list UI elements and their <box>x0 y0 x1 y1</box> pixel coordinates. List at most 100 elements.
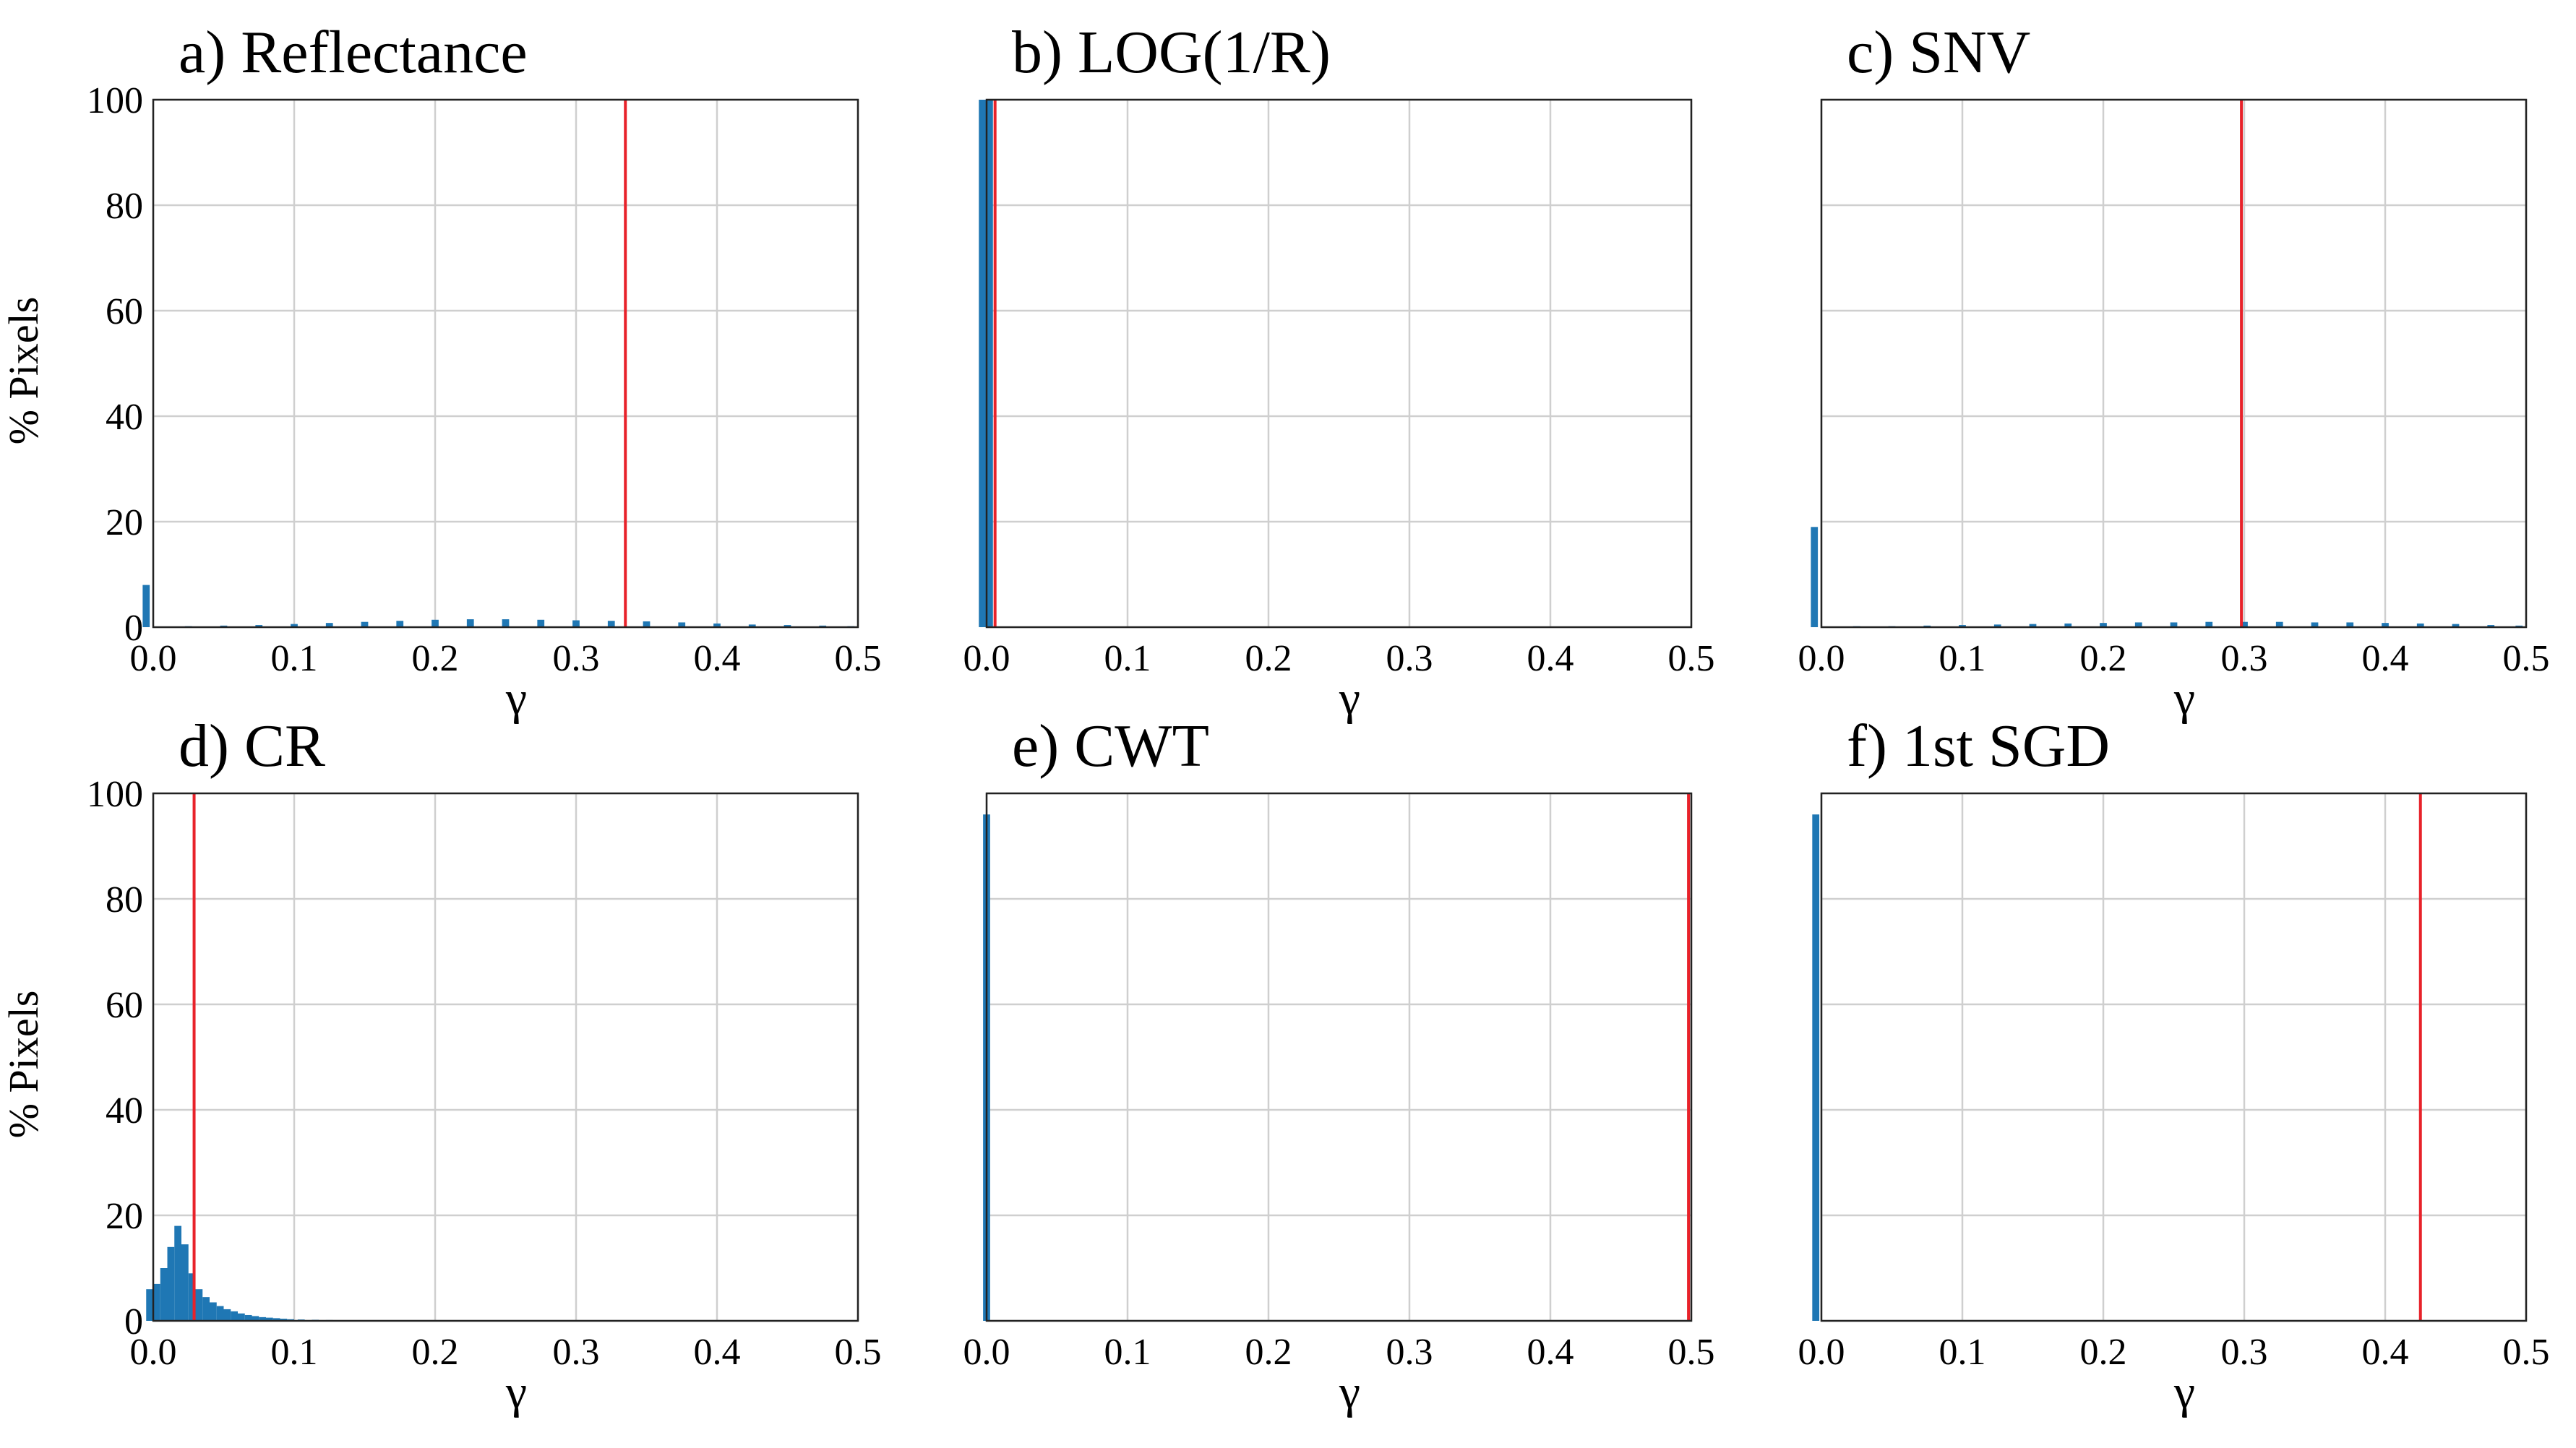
histogram-bar <box>2029 624 2037 627</box>
histogram-bar <box>153 1283 160 1321</box>
histogram-bar <box>1811 527 1819 627</box>
chart-panel-1: a) Reflectance 0.0 0.1 0.2 0.3 0.4 0.5 0 20 40 60 8… <box>0 19 882 725</box>
x-tick-label: 0.4 <box>1527 638 1574 679</box>
x-tick-label: 0.4 <box>2362 638 2409 679</box>
x-axis-label: γ <box>505 1366 527 1418</box>
x-tick-label: 0.3 <box>2221 1332 2268 1373</box>
y-tick-label: 20 <box>106 502 143 543</box>
y-tick-label: 100 <box>87 80 143 121</box>
y-tick-label: 40 <box>106 1090 143 1132</box>
plot-frame <box>1820 792 2528 1322</box>
histogram-bar <box>572 620 580 627</box>
y-tick-label: 40 <box>106 397 143 438</box>
histogram-bar <box>2311 622 2319 627</box>
y-tick-label: 60 <box>106 985 143 1026</box>
histogram-bar <box>231 1311 238 1321</box>
x-tick-label: 0.0 <box>963 1332 1010 1373</box>
histogram-bar <box>2241 621 2248 627</box>
histogram-bar <box>2382 623 2389 627</box>
x-tick-label: 0.0 <box>130 1332 177 1373</box>
histogram-bar <box>783 625 791 627</box>
x-tick-label: 0.5 <box>2503 1332 2550 1373</box>
x-tick-label: 0.0 <box>963 638 1010 679</box>
histogram-bar <box>325 623 333 627</box>
chart-title: b) LOG(1/R) <box>1012 19 1331 86</box>
histogram-bar <box>607 621 615 627</box>
x-tick-label: 0.1 <box>1939 1332 1986 1373</box>
x-axis-label: γ <box>505 672 527 725</box>
chart-panel-3: c) SNV 0.0 0.1 0.2 0.3 0.4 0.5 γ <box>1798 19 2550 725</box>
histogram-bar <box>2134 622 2142 627</box>
y-tick-label: 60 <box>106 291 143 332</box>
histogram-bar <box>713 623 721 627</box>
histogram-bar <box>361 621 369 627</box>
chart-panel-2: b) LOG(1/R) 0.0 0.1 0.2 0.3 0.4 0.5 γ <box>963 19 1715 725</box>
histogram-bar <box>280 1319 288 1321</box>
histogram-bar <box>266 1317 273 1321</box>
x-tick-label: 0.1 <box>271 638 318 679</box>
x-tick-label: 0.0 <box>1798 1332 1845 1373</box>
y-tick-label: 0 <box>124 1301 143 1343</box>
plot-frame <box>152 792 859 1322</box>
histogram-bar <box>210 1302 217 1321</box>
plot-frame <box>985 792 1693 1322</box>
plot-frame <box>985 98 1693 629</box>
histogram-bar <box>272 1318 280 1321</box>
histogram-bar <box>255 625 263 627</box>
histogram-bar <box>181 1244 189 1321</box>
x-tick-label: 0.5 <box>1668 1332 1715 1373</box>
x-tick-label: 0.1 <box>271 1332 318 1373</box>
plot-frame <box>1820 98 2528 629</box>
histogram-bar <box>986 100 993 627</box>
x-tick-label: 0.0 <box>1798 638 1845 679</box>
x-tick-label: 0.5 <box>2503 638 2550 679</box>
y-tick-label: 20 <box>106 1196 143 1237</box>
histogram-bar <box>678 622 686 627</box>
x-tick-label: 0.3 <box>553 638 600 679</box>
histogram-bar <box>643 621 651 627</box>
x-tick-label: 0.4 <box>2362 1332 2409 1373</box>
histogram-bar <box>979 100 987 627</box>
x-tick-label: 0.4 <box>1527 1332 1574 1373</box>
histogram-bar <box>396 621 404 627</box>
x-tick-label: 0.4 <box>694 1332 741 1373</box>
y-axis-label: % Pixels <box>0 991 47 1139</box>
y-tick-label: 0 <box>124 608 143 649</box>
histogram-bar <box>2487 625 2495 627</box>
x-tick-label: 0.2 <box>412 1332 459 1373</box>
x-tick-label: 0.1 <box>1104 1332 1151 1373</box>
histogram-bar <box>160 1268 168 1321</box>
chart-title: f) 1st SGD <box>1847 712 2110 780</box>
histogram-bar <box>146 1289 153 1321</box>
chart-panel-4: d) CR 0.0 0.1 0.2 0.3 0.4 0.5 0 20 40 60 80 100 γ % Pi… <box>0 712 882 1418</box>
x-axis-label: γ <box>1339 672 1360 725</box>
histogram-bar <box>2205 621 2213 627</box>
x-tick-label: 0.3 <box>1386 638 1433 679</box>
chart-panel-6: f) 1st SGD 0.0 0.1 0.2 0.3 0.4 0.5 γ <box>1798 712 2550 1418</box>
x-tick-label: 0.5 <box>835 638 882 679</box>
plot-frame <box>152 98 859 629</box>
histogram-bar <box>1993 624 2001 627</box>
x-tick-label: 0.2 <box>1245 638 1292 679</box>
x-tick-label: 0.5 <box>1668 638 1715 679</box>
histogram-bar <box>2170 622 2178 627</box>
histogram-bar <box>188 1273 196 1321</box>
y-tick-label: 80 <box>106 879 143 921</box>
histogram-bar <box>195 1289 203 1321</box>
histogram-bar <box>142 585 150 627</box>
chart-title: d) CR <box>179 712 325 780</box>
histogram-bar <box>537 619 545 627</box>
chart-title: a) Reflectance <box>179 19 528 86</box>
x-tick-label: 0.1 <box>1104 638 1151 679</box>
x-tick-label: 0.2 <box>2080 638 2127 679</box>
histogram-bar <box>2100 623 2107 627</box>
y-tick-label: 100 <box>87 774 143 815</box>
x-tick-label: 0.2 <box>412 638 459 679</box>
histogram-bar <box>252 1316 259 1321</box>
x-tick-label: 0.3 <box>1386 1332 1433 1373</box>
histogram-bar <box>2452 624 2460 627</box>
histogram-bar <box>1812 814 1820 1321</box>
x-tick-label: 0.3 <box>2221 638 2268 679</box>
histogram-bar <box>1959 625 1966 627</box>
